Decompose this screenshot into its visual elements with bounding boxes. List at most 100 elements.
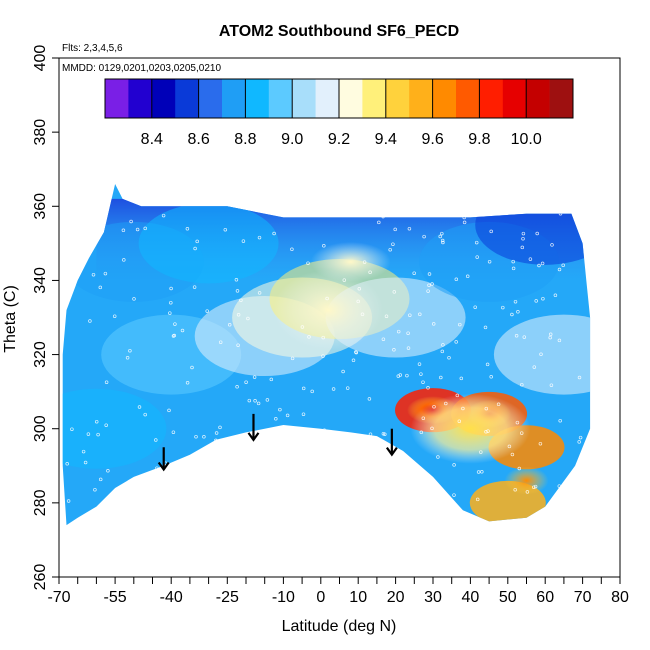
subtitle-flights: Flts: 2,3,4,5,6 bbox=[62, 43, 123, 54]
observation-point bbox=[246, 316, 250, 321]
observation-point bbox=[392, 290, 397, 294]
observation-point bbox=[425, 485, 429, 489]
observation-point bbox=[331, 387, 336, 391]
observation-point bbox=[106, 469, 110, 473]
observation-point bbox=[519, 431, 524, 435]
observation-point bbox=[282, 443, 286, 448]
observation-point bbox=[269, 494, 274, 499]
observation-point bbox=[168, 311, 172, 315]
observation-point bbox=[265, 398, 270, 402]
observation-point bbox=[455, 393, 460, 398]
observation-point bbox=[516, 310, 520, 314]
observation-point bbox=[91, 272, 96, 277]
observation-point bbox=[129, 219, 133, 224]
observation-point bbox=[169, 286, 173, 291]
colorbar-swatch bbox=[526, 79, 550, 118]
observation-point bbox=[412, 271, 416, 275]
colorbar-swatch bbox=[222, 79, 246, 118]
observation-point bbox=[521, 236, 525, 241]
arrow-marker bbox=[157, 447, 170, 472]
observation-point bbox=[513, 487, 517, 492]
observation-point bbox=[441, 343, 445, 347]
observation-point bbox=[104, 423, 108, 427]
observation-point bbox=[129, 485, 133, 490]
observation-point bbox=[541, 296, 545, 301]
observation-point bbox=[550, 243, 554, 247]
observation-point bbox=[511, 259, 515, 264]
observation-point bbox=[345, 386, 350, 390]
arrow-marker bbox=[247, 413, 260, 442]
observation-point bbox=[396, 329, 401, 334]
colorbar-swatch bbox=[362, 79, 387, 118]
colorbar-swatch bbox=[339, 79, 363, 118]
observation-point bbox=[252, 375, 257, 379]
observation-point bbox=[88, 319, 92, 323]
observation-point bbox=[65, 462, 69, 466]
colorbar-swatch bbox=[292, 79, 316, 118]
observation-point bbox=[483, 325, 488, 330]
x-tick-label: 70 bbox=[574, 589, 592, 606]
observation-point bbox=[391, 458, 395, 462]
observation-point bbox=[66, 230, 70, 234]
observation-point bbox=[300, 325, 305, 329]
observation-point bbox=[234, 278, 239, 282]
colorbar-swatch bbox=[502, 79, 527, 118]
observation-point bbox=[533, 484, 538, 489]
observation-point bbox=[137, 405, 142, 409]
observation-point bbox=[507, 444, 512, 449]
observation-point bbox=[239, 298, 243, 303]
observation-point bbox=[421, 416, 426, 420]
observation-point bbox=[534, 299, 538, 303]
y-axis: 260 280 300 320 340 360 380 400 bbox=[32, 45, 59, 590]
observation-point bbox=[253, 399, 257, 403]
observation-point bbox=[383, 432, 387, 436]
observation-point bbox=[86, 432, 91, 436]
observation-point bbox=[444, 401, 448, 406]
observation-point bbox=[357, 287, 362, 291]
heatmap-region bbox=[62, 184, 591, 526]
heat-hotspot bbox=[273, 270, 384, 351]
observation-point bbox=[558, 418, 562, 423]
observation-point bbox=[459, 376, 464, 381]
observation-point bbox=[268, 445, 273, 449]
observation-point bbox=[104, 380, 109, 384]
observation-point bbox=[393, 227, 397, 232]
observation-point bbox=[440, 349, 445, 354]
colorbar-tick-label: 8.8 bbox=[234, 131, 256, 148]
observation-point bbox=[359, 453, 363, 457]
observation-point bbox=[537, 263, 541, 268]
observation-point bbox=[75, 234, 80, 238]
observation-point bbox=[341, 369, 345, 374]
observation-point bbox=[313, 445, 318, 450]
observation-point bbox=[484, 430, 488, 434]
observation-point bbox=[438, 234, 442, 239]
observation-point bbox=[173, 322, 177, 326]
colorbar-swatch bbox=[128, 79, 153, 118]
observation-point bbox=[356, 299, 360, 304]
observation-point bbox=[461, 406, 465, 411]
observation-point bbox=[128, 348, 132, 353]
observation-point bbox=[193, 246, 197, 251]
observation-point bbox=[143, 478, 148, 482]
colorbar-tick-label: 9.0 bbox=[281, 131, 303, 148]
observation-point bbox=[295, 451, 299, 456]
observation-point bbox=[392, 348, 396, 352]
observation-point bbox=[301, 386, 306, 391]
observation-point bbox=[577, 478, 582, 483]
observation-point bbox=[465, 274, 470, 279]
y-tick-label: 320 bbox=[32, 341, 49, 368]
observation-point bbox=[480, 470, 484, 474]
x-tick-label: 40 bbox=[462, 589, 480, 606]
observation-point bbox=[557, 267, 562, 272]
observation-point bbox=[511, 266, 516, 271]
observation-point bbox=[406, 331, 410, 335]
observation-point bbox=[388, 247, 392, 252]
observation-point bbox=[244, 380, 248, 384]
colorbar-swatch bbox=[479, 79, 504, 118]
observation-point bbox=[342, 278, 347, 282]
observation-point bbox=[406, 346, 411, 350]
observation-point bbox=[500, 208, 505, 212]
observation-point bbox=[214, 431, 219, 435]
observation-point bbox=[312, 433, 317, 438]
